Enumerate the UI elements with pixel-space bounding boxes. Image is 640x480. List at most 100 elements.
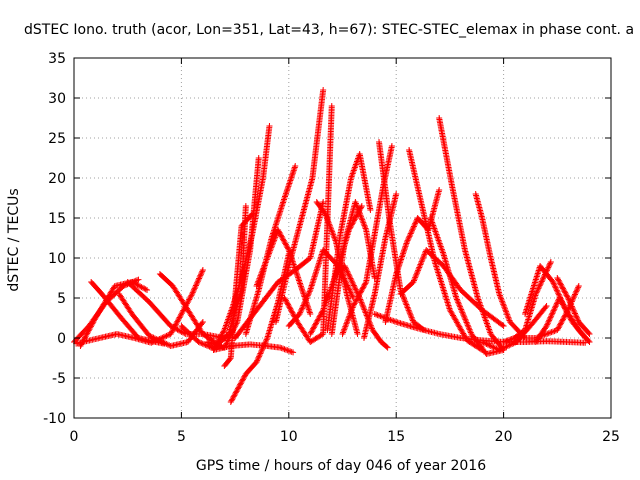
data-point-marker (194, 278, 201, 285)
data-point-marker (270, 238, 277, 245)
data-point-marker (279, 235, 286, 241)
data-point-marker (283, 299, 290, 305)
data-point-marker (345, 271, 352, 278)
data-point-marker (179, 329, 186, 336)
data-point-marker (356, 295, 363, 301)
data-point-marker (415, 267, 422, 274)
data-point-marker (142, 286, 149, 293)
y-tick-label: 30 (48, 91, 66, 107)
data-point-marker (286, 304, 293, 311)
data-point-marker (189, 291, 196, 297)
data-point-marker (177, 313, 184, 320)
data-point-marker (284, 300, 291, 307)
data-point-marker (219, 331, 226, 337)
data-point-marker (419, 255, 426, 262)
data-point-marker (201, 341, 208, 348)
data-point-marker (352, 199, 359, 205)
plot-area (71, 87, 593, 405)
data-point-marker (239, 376, 246, 383)
data-point-marker (357, 212, 364, 219)
data-point-marker (345, 316, 352, 323)
data-point-marker (240, 375, 247, 381)
data-point-marker (353, 201, 360, 208)
data-point-marker (347, 275, 354, 282)
data-point-marker (300, 302, 307, 309)
data-point-marker (160, 339, 167, 346)
data-point-marker (328, 103, 335, 109)
data-point-marker (285, 245, 292, 252)
data-point-marker (197, 271, 204, 278)
y-tick-label: 20 (48, 171, 66, 187)
data-point-marker (307, 311, 314, 317)
data-point-marker (265, 252, 272, 259)
data-series (221, 211, 256, 369)
data-point-marker (231, 392, 238, 399)
data-point-marker (218, 332, 225, 339)
data-point-marker (196, 339, 203, 346)
data-point-marker (263, 336, 270, 343)
data-point-marker (411, 222, 418, 229)
data-point-marker (356, 293, 363, 300)
data-point-marker (264, 253, 271, 260)
data-point-marker (147, 333, 154, 340)
data-point-marker (215, 337, 222, 344)
data-point-marker (322, 211, 329, 217)
data-point-marker (405, 234, 412, 241)
data-point-marker (234, 385, 241, 392)
data-point-marker (371, 311, 378, 317)
data-point-marker (176, 314, 183, 321)
data-point-marker (259, 268, 266, 275)
data-point-marker (341, 263, 348, 269)
data-point-marker (228, 397, 235, 404)
data-point-marker (287, 305, 294, 312)
data-point-marker (178, 310, 185, 317)
data-point-marker (349, 304, 356, 311)
data-point-marker (384, 344, 391, 351)
data-point-marker (361, 281, 368, 288)
data-point-marker (351, 300, 358, 307)
data-point-marker (258, 271, 265, 278)
data-point-marker (387, 316, 394, 323)
data-point-marker (175, 317, 182, 324)
data-point-marker (302, 296, 309, 303)
data-point-marker (167, 331, 174, 337)
data-point-marker (186, 296, 193, 303)
data-point-marker (367, 207, 374, 213)
data-point-marker (232, 391, 239, 397)
data-point-marker (361, 224, 368, 231)
data-point-marker (319, 308, 326, 315)
data-point-marker (297, 308, 304, 315)
data-point-marker (344, 319, 351, 326)
data-point-marker (388, 317, 395, 324)
data-point-marker (361, 306, 368, 313)
data-point-marker (378, 313, 385, 320)
data-point-marker (404, 304, 411, 311)
data-point-marker (264, 255, 271, 261)
data-point-marker (500, 323, 507, 329)
data-point-marker (324, 215, 331, 222)
data-point-marker (499, 322, 506, 329)
data-point-marker (340, 329, 347, 336)
data-point-marker (272, 234, 279, 241)
data-point-marker (314, 317, 321, 324)
data-point-marker (266, 249, 273, 256)
data-point-marker (342, 322, 349, 329)
data-point-marker (351, 283, 358, 290)
data-point-marker (299, 303, 306, 310)
data-point-marker (278, 345, 285, 352)
data-point-marker (233, 388, 240, 395)
data-point-marker (354, 290, 361, 297)
data-point-marker (189, 289, 196, 296)
data-point-marker (254, 356, 261, 363)
data-point-marker (161, 340, 168, 347)
data-point-marker (254, 280, 261, 287)
data-point-marker (350, 303, 357, 309)
data-point-marker (267, 247, 274, 254)
x-tick-label: 25 (602, 429, 620, 445)
data-point-marker (376, 312, 383, 319)
data-series (73, 267, 206, 347)
data-point-marker (419, 257, 426, 264)
data-point-marker (347, 310, 354, 317)
data-point-marker (401, 297, 408, 304)
